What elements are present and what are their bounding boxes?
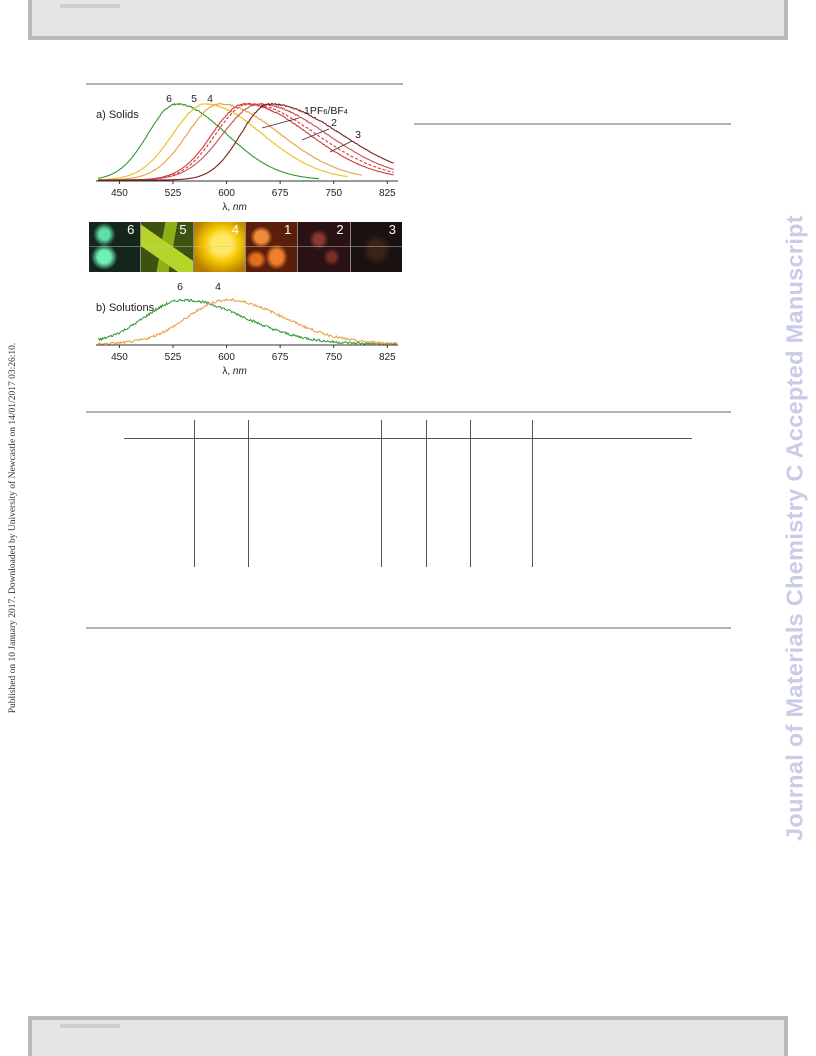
x-tick-label: 750	[325, 352, 342, 363]
photo-divider	[298, 246, 350, 247]
series-line-5	[98, 102, 348, 181]
photo-label-6: 6	[127, 222, 135, 237]
x-tick-label: 600	[218, 352, 235, 363]
x-axis-label-symbol: λ,	[222, 202, 233, 213]
x-tick-label: 525	[165, 352, 182, 363]
photo-divider	[245, 246, 298, 247]
x-axis-label: λ, nm	[222, 202, 246, 213]
solids-emission-chart: a) Solids 450 525 600 675 750 825 λ, nm 6 5 4 1PF…	[96, 93, 398, 213]
solutions-emission-chart: b) Solutions 450 525 600 675 750 825 λ, nm 6 4	[96, 281, 398, 377]
table-column-divider	[194, 420, 195, 567]
crystal-photo-6: 6	[89, 222, 142, 272]
series-line-6	[97, 298, 398, 345]
table-bottom-rule	[86, 627, 731, 629]
panel-b-label: b) Solutions	[96, 302, 155, 314]
photo-divider	[89, 246, 141, 247]
table-column-divider	[426, 420, 427, 567]
series-line-6	[97, 102, 320, 180]
x-tick-label: 600	[218, 188, 235, 199]
footer-bar-mark	[60, 1024, 120, 1028]
crystal-photo-2: 2	[298, 222, 351, 272]
x-tick-label: 825	[379, 352, 396, 363]
crystal-photo-3: 3	[350, 222, 402, 272]
series-label: 1PF6/BF4	[304, 105, 348, 117]
table-header-rule	[124, 438, 692, 439]
series-line-3	[98, 102, 394, 181]
series-line-4	[98, 102, 363, 181]
series-label: 5	[191, 93, 197, 105]
publication-note: Published on 10 January 2017. Downloaded…	[8, 342, 18, 714]
series-line-2	[98, 102, 394, 181]
panel-a-label: a) Solids	[96, 109, 139, 121]
x-tick-label: 525	[165, 188, 182, 199]
photo-label-1: 1	[284, 222, 292, 237]
series-label: 6	[177, 281, 183, 293]
x-tick-label: 750	[325, 188, 342, 199]
label-leader-line	[261, 117, 300, 129]
series-label: 3	[355, 129, 361, 141]
series-label: 2	[331, 117, 337, 129]
series-label: 6	[166, 93, 172, 105]
photo-divider	[350, 246, 402, 247]
x-axis-label-unit: nm	[233, 202, 247, 213]
crystal-photo-1: 1	[245, 222, 299, 272]
x-tick-label: 825	[379, 188, 396, 199]
photo-label-3: 3	[388, 222, 396, 237]
table-top-rule	[86, 411, 731, 413]
x-tick-label: 450	[111, 188, 128, 199]
journal-watermark: Journal of Materials Chemistry C Accepte…	[781, 215, 808, 841]
header-bar-mark	[60, 4, 120, 8]
series-line-4	[97, 297, 398, 345]
x-axis-label-unit: nm	[233, 366, 247, 377]
x-axis-label: λ, nm	[222, 366, 246, 377]
series-line-1pf6-bf4-dashed	[98, 102, 394, 181]
header-bar	[28, 0, 788, 40]
table-column-divider	[381, 420, 382, 567]
label-leader-line	[301, 128, 330, 141]
crystal-photo-4: 4	[193, 222, 246, 272]
footer-bar	[28, 1016, 788, 1056]
x-axis-label-symbol: λ,	[222, 366, 233, 377]
label-leader-line	[329, 140, 353, 153]
photo-label-5: 5	[179, 222, 187, 237]
photo-divider	[141, 246, 193, 247]
x-tick-label: 675	[272, 188, 289, 199]
x-tick-label: 450	[111, 352, 128, 363]
series-label: 4	[215, 281, 221, 293]
table-column-divider	[532, 420, 533, 567]
x-tick-label: 675	[272, 352, 289, 363]
photo-label-2: 2	[336, 222, 344, 237]
photo-divider	[193, 246, 245, 247]
table-column-divider	[470, 420, 471, 567]
crystal-photo-strip: 6 5 4 1 2 3	[89, 222, 402, 272]
series-label: 4	[207, 93, 213, 105]
photo-label-4: 4	[231, 222, 239, 237]
table-column-divider	[248, 420, 249, 567]
crystal-photo-5: 5	[141, 222, 194, 272]
text-column-rule	[414, 123, 731, 125]
figure-top-rule	[86, 83, 403, 85]
